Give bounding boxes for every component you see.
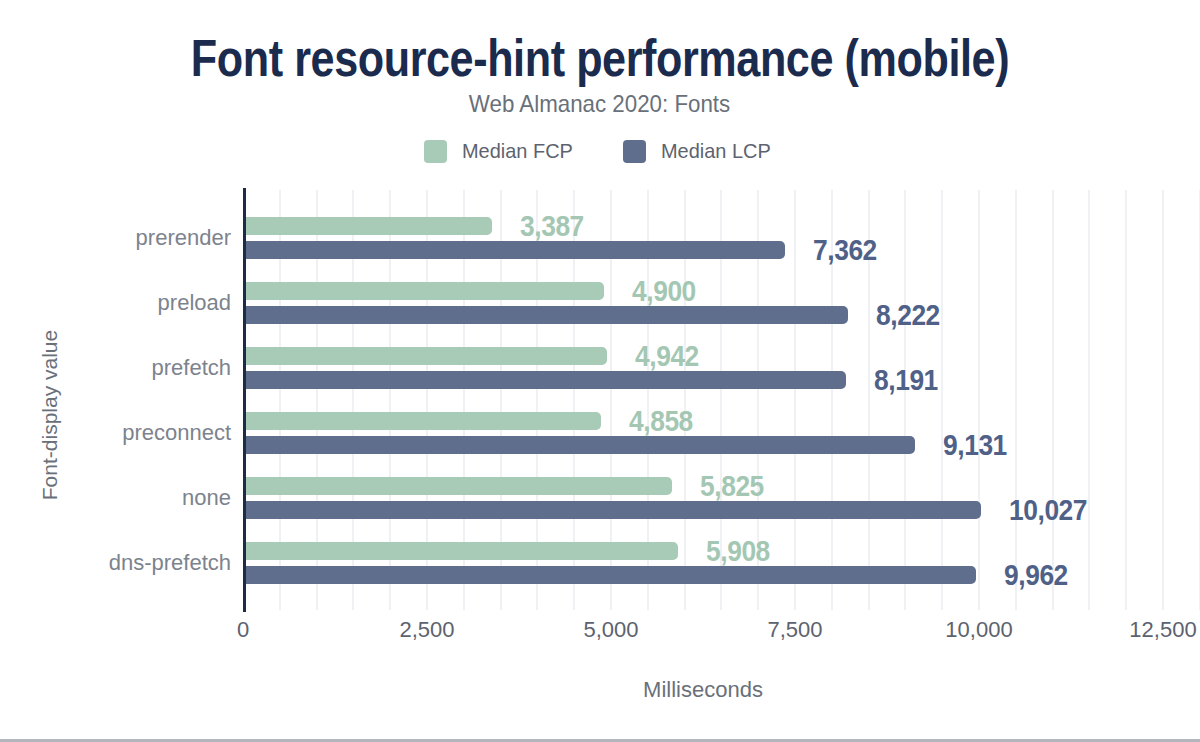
category-label: preconnect bbox=[0, 400, 231, 465]
x-tick-label: 2,500 bbox=[399, 617, 454, 643]
plot-area: 3,387 7,362 4,900 8,222 4,942 8,191 4,858 9,131… bbox=[243, 190, 1163, 610]
bar-row: 5,908 9,962 bbox=[243, 530, 1163, 595]
fcp-value-label: 4,942 bbox=[635, 339, 699, 373]
lcp-bar bbox=[246, 501, 981, 519]
lcp-value-label: 8,191 bbox=[874, 363, 938, 397]
category-label: prefetch bbox=[0, 335, 231, 400]
legend: Median FCP Median LCP bbox=[0, 139, 1200, 163]
chart-title: Font resource-hint performance (mobile) bbox=[0, 28, 1200, 88]
bar-row: 4,942 8,191 bbox=[243, 335, 1163, 400]
legend-item: Median FCP bbox=[424, 139, 579, 163]
fcp-value-label: 5,825 bbox=[700, 469, 764, 503]
bar-row: 5,825 10,027 bbox=[243, 465, 1163, 530]
category-label: preload bbox=[0, 270, 231, 335]
lcp-bar bbox=[246, 306, 848, 324]
lcp-value-label: 10,027 bbox=[1009, 493, 1087, 527]
lcp-bar bbox=[246, 241, 785, 259]
x-tick-label: 10,000 bbox=[945, 617, 1012, 643]
lcp-value-label: 7,362 bbox=[813, 233, 877, 267]
fcp-value-label: 4,858 bbox=[629, 404, 693, 438]
legend-item: Median LCP bbox=[623, 139, 777, 163]
legend-label: Median FCP bbox=[462, 139, 573, 163]
x-axis-ticks: 02,5005,0007,50010,00012,500 bbox=[243, 617, 1163, 643]
x-tick-label: 7,500 bbox=[767, 617, 822, 643]
category-labels: prerenderpreloadprefetchpreconnectnonedn… bbox=[0, 190, 231, 610]
legend-label: Median LCP bbox=[661, 139, 771, 163]
lcp-value-label: 9,962 bbox=[1004, 558, 1068, 592]
fcp-value-label: 3,387 bbox=[520, 209, 584, 243]
fcp-bar bbox=[246, 282, 604, 300]
legend-swatch-icon bbox=[623, 140, 646, 163]
lcp-bar bbox=[246, 371, 846, 389]
legend-swatch-icon bbox=[424, 140, 447, 163]
fcp-value-label: 5,908 bbox=[706, 534, 770, 568]
x-axis-title: Milliseconds bbox=[243, 677, 1163, 703]
fcp-bar bbox=[246, 217, 492, 235]
bar-row: 3,387 7,362 bbox=[243, 205, 1163, 270]
y-axis-line bbox=[243, 188, 246, 612]
lcp-bar bbox=[246, 566, 976, 584]
fcp-bar bbox=[246, 477, 672, 495]
fcp-bar bbox=[246, 542, 678, 560]
bar-row: 4,858 9,131 bbox=[243, 400, 1163, 465]
x-tick-label: 5,000 bbox=[583, 617, 638, 643]
x-tick-label: 12,500 bbox=[1129, 617, 1196, 643]
category-label: prerender bbox=[0, 205, 231, 270]
chart-subtitle: Web Almanac 2020: Fonts bbox=[0, 90, 1200, 118]
bar-row: 4,900 8,222 bbox=[243, 270, 1163, 335]
lcp-value-label: 9,131 bbox=[943, 428, 1007, 462]
lcp-value-label: 8,222 bbox=[876, 298, 940, 332]
fcp-bar bbox=[246, 347, 607, 365]
category-label: none bbox=[0, 465, 231, 530]
fcp-bar bbox=[246, 412, 601, 430]
category-label: dns-prefetch bbox=[0, 530, 231, 595]
x-tick-label: 0 bbox=[237, 617, 249, 643]
lcp-bar bbox=[246, 436, 915, 454]
fcp-value-label: 4,900 bbox=[632, 274, 696, 308]
